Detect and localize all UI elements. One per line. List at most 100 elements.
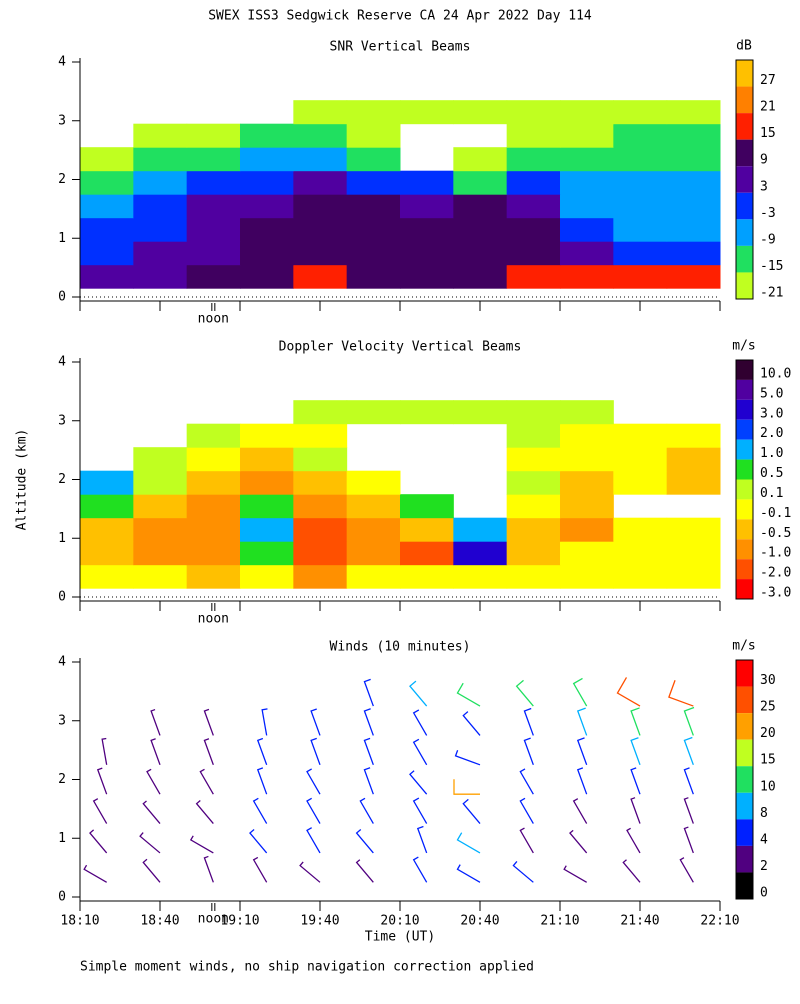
heat-cell xyxy=(506,217,561,242)
heat-cell xyxy=(293,470,348,495)
y-tick-label: 2 xyxy=(58,172,66,187)
x-axis-label: Time (UT) xyxy=(365,930,435,945)
wind-barb xyxy=(150,708,161,736)
wind-barb xyxy=(252,797,268,824)
wind-barb xyxy=(92,798,108,824)
colorbar-box xyxy=(736,459,753,480)
x-tick-label: 19:40 xyxy=(300,914,339,929)
heat-cell xyxy=(293,217,348,242)
colorbar-label: 25 xyxy=(760,700,776,715)
heat-cell xyxy=(506,147,561,172)
heat-cell xyxy=(453,400,508,425)
heat-cell xyxy=(186,470,241,495)
wind-barb xyxy=(146,768,161,795)
wind-barb xyxy=(683,797,694,824)
colorbar-box xyxy=(736,439,753,460)
heat-cell xyxy=(346,264,401,289)
heat-cell xyxy=(506,494,561,519)
heat-cell xyxy=(240,217,294,242)
wind-barb xyxy=(630,797,641,824)
colorbar-box xyxy=(736,519,753,540)
colorbar-label: -15 xyxy=(760,259,783,274)
heat-cell xyxy=(453,217,508,242)
heat-cell xyxy=(613,100,668,125)
wind-barb xyxy=(456,864,481,883)
heat-cell xyxy=(666,100,721,125)
heat-cell xyxy=(133,241,188,266)
x-tick-label: 21:10 xyxy=(540,914,579,929)
colorbar-box xyxy=(736,113,753,140)
y-tick-label: 0 xyxy=(58,290,66,305)
heat-cell xyxy=(80,470,134,495)
heat-cell xyxy=(560,517,614,542)
x-tick-label: 18:10 xyxy=(60,914,99,929)
heat-cell xyxy=(186,241,241,266)
colorbar-frame xyxy=(735,659,754,900)
heat-cell xyxy=(400,241,454,266)
heat-cell xyxy=(240,194,294,219)
wind-barb xyxy=(630,767,641,795)
annotation: noon xyxy=(198,312,229,327)
y-tick-label: 0 xyxy=(58,590,66,605)
colorbar-box xyxy=(736,819,753,846)
heat-cell xyxy=(560,241,614,266)
wind-barb xyxy=(256,767,268,795)
wind-barb xyxy=(101,737,108,765)
heat-cell xyxy=(613,194,668,219)
colorbar-box xyxy=(736,272,753,299)
colorbar-box xyxy=(736,419,753,440)
wind-barb xyxy=(256,737,268,766)
heat-cell xyxy=(133,541,188,566)
wind-barb xyxy=(519,797,534,824)
colorbar-label: 20 xyxy=(760,726,776,741)
wind-barb xyxy=(310,737,321,766)
wind-barb xyxy=(683,826,694,854)
heat-cell xyxy=(506,400,561,425)
panel-title: SNR Vertical Beams xyxy=(330,40,471,55)
wind-barb xyxy=(363,737,374,766)
x-tick-label: 18:40 xyxy=(140,914,179,929)
heat-cell xyxy=(453,194,508,219)
colorbar-unit: m/s xyxy=(732,339,755,354)
heat-cell xyxy=(240,470,294,495)
heat-cell xyxy=(400,564,454,589)
heat-cell xyxy=(80,170,134,195)
wind-barb xyxy=(523,737,534,766)
y-tick-label: 0 xyxy=(58,890,66,905)
x-tick-label: 22:10 xyxy=(700,914,739,929)
colorbar-label: -21 xyxy=(760,286,783,301)
wind-barb xyxy=(310,708,321,736)
heat-cell xyxy=(80,217,134,242)
heat-cell xyxy=(560,264,614,289)
wind-barb xyxy=(569,829,588,854)
heat-cell xyxy=(80,541,134,566)
heat-cell xyxy=(186,541,241,566)
heat-cell xyxy=(293,123,348,148)
colorbar-frame xyxy=(735,59,754,300)
heat-cell xyxy=(666,170,721,195)
heat-cell xyxy=(186,264,241,289)
heat-cell xyxy=(613,170,668,195)
heat-cell xyxy=(560,147,614,172)
heat-cell xyxy=(293,170,348,195)
wind-barb xyxy=(453,779,480,795)
heat-cell xyxy=(186,447,241,472)
colorbar-label: 27 xyxy=(760,73,776,88)
colorbar-label: -3 xyxy=(760,206,776,221)
heat-cell xyxy=(240,423,294,448)
wind-barb xyxy=(355,859,374,883)
wind-barb xyxy=(572,677,588,707)
y-tick-label: 1 xyxy=(58,531,66,546)
wind-barb xyxy=(412,797,428,824)
wind-barb xyxy=(683,706,695,736)
wind-barb xyxy=(462,798,481,824)
heat-cell xyxy=(240,494,294,519)
heat-cell xyxy=(453,170,508,195)
heat-cell xyxy=(400,400,454,425)
heat-cell xyxy=(453,100,508,125)
annotation: noon xyxy=(198,612,229,627)
colorbar-box xyxy=(736,60,753,87)
wind-barb xyxy=(306,797,321,824)
heat-cell xyxy=(346,400,401,425)
colorbar-label: 4 xyxy=(760,832,768,847)
